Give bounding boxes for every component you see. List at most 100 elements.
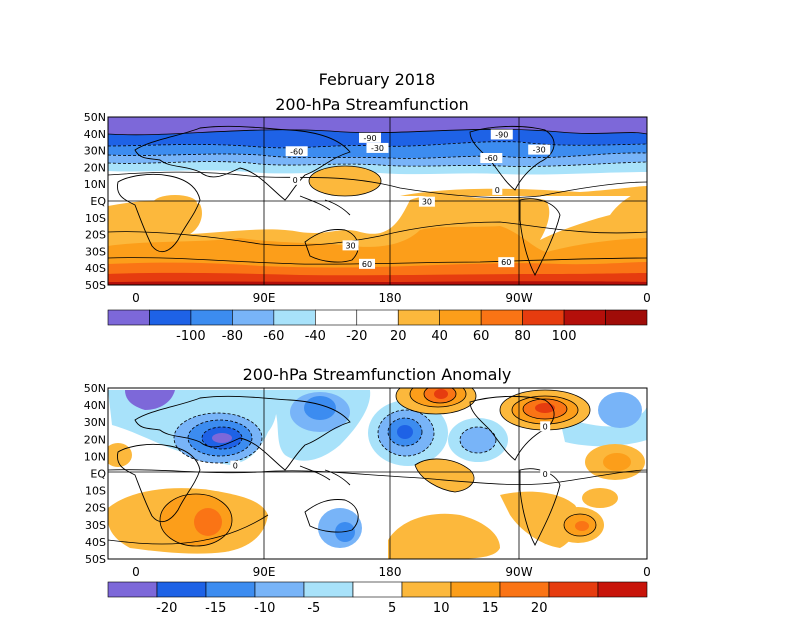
top-lon-tick-label: 0 bbox=[132, 291, 140, 305]
top-contour-label: 30 bbox=[345, 241, 355, 250]
top-contour-label-bg bbox=[490, 129, 513, 140]
top-colorbar: -100 -80 -60 -40 -20 20 40 60 80 100 bbox=[107, 309, 648, 344]
top-contour-label-bg bbox=[285, 146, 308, 157]
top-contour-label-bg bbox=[492, 184, 503, 195]
top-colorbar-label: 20 bbox=[390, 329, 407, 344]
top-contour-label: 0 bbox=[495, 186, 500, 195]
top-colorbar-label: 60 bbox=[473, 329, 490, 344]
bottom-map-panel: 0 0 0 50N 40N 30N 20N 10N EQ 10S 20S 30S 40S 50S 0 90… bbox=[84, 382, 651, 579]
bot-lon-tick-label: 90W bbox=[505, 565, 532, 579]
bot-lon-tick-label: 0 bbox=[643, 565, 651, 579]
top-band-plus100 bbox=[108, 281, 647, 285]
bottom-gridlines bbox=[108, 388, 647, 559]
bot-colorbar-swatch bbox=[205, 581, 256, 598]
bottom-latitude-ticks: 50N 40N 30N 20N 10N EQ 10S 20S 30S 40S 50S bbox=[84, 382, 107, 566]
top-high-asia bbox=[309, 166, 381, 196]
top-contour-label-bg bbox=[359, 258, 376, 269]
bot-lon-tick-label: 0 bbox=[132, 565, 140, 579]
top-contour-label-bg bbox=[418, 196, 435, 207]
top-colorbar-swatch bbox=[397, 309, 440, 326]
top-contour-label: -60 bbox=[290, 147, 303, 156]
bottom-pos-west-africa bbox=[108, 443, 132, 467]
top-colorbar-label: 100 bbox=[552, 329, 577, 344]
top-high-africa bbox=[153, 195, 197, 211]
top-colorbar-swatch bbox=[190, 309, 233, 326]
top-colorbar-swatch bbox=[522, 309, 565, 326]
top-colorbar-label: -80 bbox=[222, 329, 243, 344]
bot-lat-tick-label: 20N bbox=[84, 433, 106, 446]
top-lat-tick-label: 50N bbox=[84, 111, 106, 124]
top-colorbar-label: -40 bbox=[305, 329, 326, 344]
bottom-pos-atlantic-10 bbox=[603, 453, 631, 471]
top-colorbar-label: -100 bbox=[176, 329, 206, 344]
top-lat-tick-label: 40N bbox=[84, 128, 106, 141]
top-lat-tick-label: 10N bbox=[84, 178, 106, 191]
bot-colorbar-label: 10 bbox=[433, 601, 450, 616]
top-panel-title: 200-hPa Streamfunction bbox=[275, 95, 469, 114]
bottom-north-america-coast bbox=[469, 395, 555, 461]
top-map-frame bbox=[107, 116, 648, 286]
top-lat-tick-label: 50S bbox=[85, 279, 106, 292]
bot-lat-tick-label: 50S bbox=[85, 553, 106, 566]
bot-colorbar-swatch bbox=[548, 581, 599, 598]
bot-colorbar-swatch bbox=[450, 581, 501, 598]
bottom-pos-equatorial bbox=[415, 458, 475, 492]
bottom-panel-title: 200-hPa Streamfunction Anomaly bbox=[243, 365, 512, 384]
top-colorbar-swatch bbox=[315, 309, 358, 326]
top-band-minus40 bbox=[108, 152, 647, 167]
bot-colorbar-label: 5 bbox=[388, 601, 396, 616]
top-colorbar-label: 80 bbox=[514, 329, 531, 344]
top-colorbar-swatch bbox=[439, 309, 482, 326]
bottom-eurasia-coast bbox=[134, 395, 351, 471]
bot-colorbar-label: -15 bbox=[205, 601, 226, 616]
bottom-contour-labels: 0 0 0 bbox=[230, 421, 551, 480]
top-lon-tick-label: 180 bbox=[379, 291, 402, 305]
top-colorbar-label: -20 bbox=[346, 329, 367, 344]
bot-colorbar-swatch bbox=[401, 581, 452, 598]
bot-contour-label-bg bbox=[230, 460, 241, 471]
top-lat-tick-label: 40S bbox=[85, 262, 106, 275]
bot-lat-tick-label: 10S bbox=[85, 485, 106, 498]
top-colorbar-swatch bbox=[149, 309, 192, 326]
bottom-pos-south-atlantic-15 bbox=[575, 521, 589, 531]
bottom-pos-south-pacific bbox=[388, 513, 500, 559]
bot-colorbar-swatch bbox=[499, 581, 550, 598]
bot-colorbar-swatch bbox=[352, 581, 403, 598]
figure-title-month: February 2018 bbox=[319, 70, 436, 89]
bot-lat-tick-label: EQ bbox=[90, 468, 106, 481]
top-band-minus20 bbox=[108, 161, 647, 175]
bottom-map-frame bbox=[107, 387, 648, 560]
top-lon-tick-label: 90E bbox=[253, 291, 276, 305]
bot-contour-label: 0 bbox=[543, 470, 548, 479]
bottom-neg-europe bbox=[125, 390, 175, 410]
top-contour-label: 0 bbox=[293, 176, 298, 185]
top-colorbar-swatch bbox=[107, 309, 150, 326]
top-colorbar-label: -60 bbox=[263, 329, 284, 344]
top-contour-label-bg bbox=[359, 132, 382, 143]
top-latitude-ticks: 50N 40N 30N 20N 10N EQ 10S 20S 30S 40S 50S bbox=[84, 111, 107, 292]
bottom-map-fills bbox=[108, 388, 647, 559]
top-longitude-ticks: 0 90E 180 90W 0 bbox=[132, 291, 651, 305]
bottom-pos-brazil bbox=[582, 488, 618, 508]
bot-lat-tick-label: 30N bbox=[84, 416, 106, 429]
top-lon-tick-label: 0 bbox=[643, 291, 651, 305]
bot-colorbar-label: -10 bbox=[254, 601, 275, 616]
bot-colorbar-swatch bbox=[107, 581, 158, 598]
bot-lat-tick-label: 40N bbox=[84, 399, 106, 412]
top-south-america-coast bbox=[519, 198, 561, 276]
bottom-australia-coast bbox=[304, 499, 359, 533]
top-colorbar-swatch bbox=[605, 309, 648, 326]
bottom-pos-npac-20 bbox=[434, 389, 448, 399]
top-contour-label: -30 bbox=[371, 144, 384, 153]
bot-colorbar-swatch bbox=[303, 581, 354, 598]
top-colorbar-swatch bbox=[232, 309, 275, 326]
bot-contour-label-bg bbox=[540, 421, 551, 432]
bot-lat-tick-label: 50N bbox=[84, 382, 106, 395]
top-contour-label: 60 bbox=[362, 260, 372, 269]
top-contour-label-bg bbox=[290, 174, 301, 185]
bottom-neg-atlantic bbox=[560, 405, 647, 447]
top-lat-tick-label: 10S bbox=[85, 212, 106, 225]
bot-colorbar-swatch bbox=[254, 581, 305, 598]
